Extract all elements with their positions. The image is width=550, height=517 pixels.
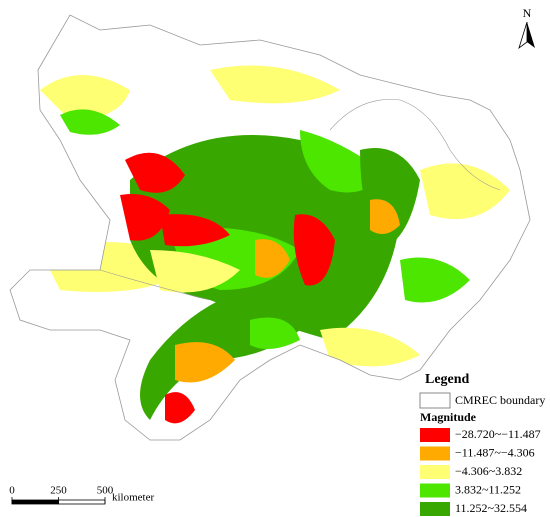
magnitude-patch (175, 342, 235, 383)
scale-segment (11, 499, 59, 505)
scale-tick-label: 250 (50, 485, 67, 497)
province-boundary (329, 99, 501, 191)
magnitude-patch (60, 109, 120, 135)
class-swatch (420, 428, 450, 442)
magnitude-patch (40, 75, 130, 120)
magnitude-patch (255, 239, 290, 278)
magnitude-patch (150, 250, 240, 293)
class-label: −11.487~−4.306 (455, 445, 535, 459)
scale-unit: kilometer (112, 492, 154, 504)
magnitude-patch (300, 130, 380, 193)
class-label: 3.832~11.252 (455, 482, 521, 496)
class-swatch (420, 446, 450, 461)
province-boundary (99, 269, 211, 301)
magnitude-title: Magnitude (420, 410, 477, 424)
magnitude-patch (210, 65, 340, 104)
north-arrow-right (527, 22, 535, 48)
magnitude-patch (293, 214, 335, 286)
north-arrow: N (518, 6, 535, 50)
scale-tick-label: 0 (9, 485, 15, 497)
magnitude-patch (250, 317, 300, 349)
magnitude-patch (120, 194, 170, 241)
magnitude-patches (40, 65, 510, 424)
boundary-swatch (419, 392, 451, 409)
cmrec-boundary (9, 14, 531, 441)
magnitude-patch (160, 214, 230, 247)
scale-segment (58, 499, 106, 505)
magnitude-patch (420, 163, 510, 220)
class-label: −28.720~−11.487 (455, 427, 541, 441)
magnitude-patch (370, 199, 400, 234)
class-swatch (420, 483, 450, 498)
boundary-label: CMREC boundary (455, 393, 545, 407)
magnitude-patch (125, 152, 185, 193)
magnitude-patch (400, 257, 470, 303)
north-arrow-left (518, 21, 528, 50)
class-label: 11.252~32.554 (455, 501, 527, 515)
north-label: N (523, 6, 532, 20)
legend-title: Legend (425, 372, 470, 387)
class-swatch (420, 465, 450, 479)
class-label: −4.306~3.832 (455, 464, 522, 478)
magnitude-patch (320, 327, 420, 367)
legend: Legend CMREC boundary Magnitude −28.720~… (419, 372, 545, 516)
scale-tick-label: 500 (97, 485, 114, 497)
class-swatch (420, 502, 450, 516)
magnitude-patch (165, 392, 195, 424)
